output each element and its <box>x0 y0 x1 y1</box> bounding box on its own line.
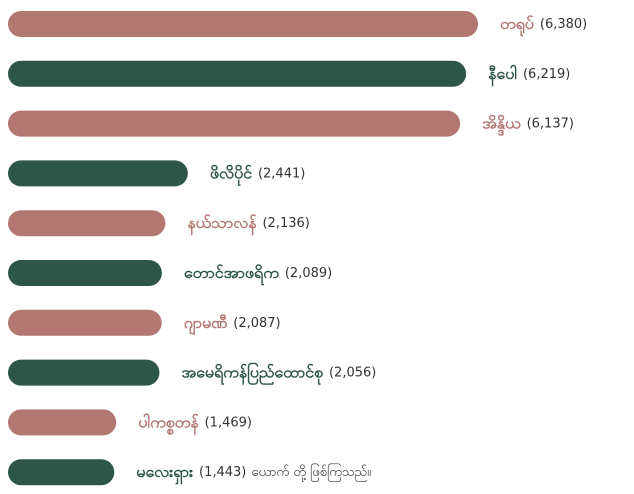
value-label: (2,136) <box>262 216 309 231</box>
value-label: (6,219) <box>523 66 570 81</box>
bar <box>8 11 478 37</box>
bar-label: အိန္ဒိယ (6,137) <box>482 113 574 136</box>
bar-label: နယ်သာလန် (2,136) <box>187 213 310 236</box>
bar-label: တောင်အာဖရိက (2,089) <box>184 263 332 286</box>
category-label: တရုပ် <box>500 14 535 37</box>
bar <box>8 60 467 87</box>
bar <box>8 260 162 286</box>
bar <box>8 409 117 436</box>
value-label: (1,469) <box>205 415 252 430</box>
category-label: ဂျာမဏီ <box>184 312 228 334</box>
annotation: ယောက် တို့ ဖြစ်ကြသည်။ <box>251 463 371 482</box>
value-label: (6,137) <box>527 116 574 131</box>
bar-label: နီပေါ (6,219) <box>488 63 570 86</box>
bar <box>8 359 160 386</box>
bar-label: ဖိလိပိုင် (2,441) <box>210 163 306 186</box>
bar <box>8 160 188 187</box>
value-label: (2,056) <box>329 365 376 380</box>
value-label: (1,443) <box>199 465 246 480</box>
bar-label: အမေရိကန်ပြည်ထောင်စု (2,056) <box>181 361 376 385</box>
category-label: အိန္ဒိယ <box>482 113 522 136</box>
bar <box>8 210 166 237</box>
category-label: နယ်သာလန် <box>187 213 257 236</box>
bar-label: ဂျာမဏီ (2,087) <box>184 312 281 334</box>
bar-label: မလေးရှား (1,443) ယောက် တို့ ဖြစ်ကြသည်။ <box>136 462 371 485</box>
bar <box>8 459 115 486</box>
category-label: အမေရိကန်ပြည်ထောင်စု <box>181 361 324 385</box>
bar-label: တရုပ် (6,380) <box>500 14 587 37</box>
category-label: မလေးရှား <box>136 462 193 485</box>
bar <box>8 309 162 336</box>
category-label: နီပေါ <box>488 63 517 86</box>
value-label: (6,380) <box>540 17 587 32</box>
value-label: (2,089) <box>285 266 332 281</box>
value-label: (2,087) <box>233 315 280 330</box>
bar <box>8 110 461 137</box>
category-label: ဖိလိပိုင် <box>210 163 252 186</box>
bar-label: ပါကစ္စတန် (1,469) <box>138 412 252 435</box>
value-label: (2,441) <box>258 166 305 181</box>
category-label: ပါကစ္စတန် <box>138 412 199 435</box>
category-label: တောင်အာဖရိက <box>184 263 280 286</box>
